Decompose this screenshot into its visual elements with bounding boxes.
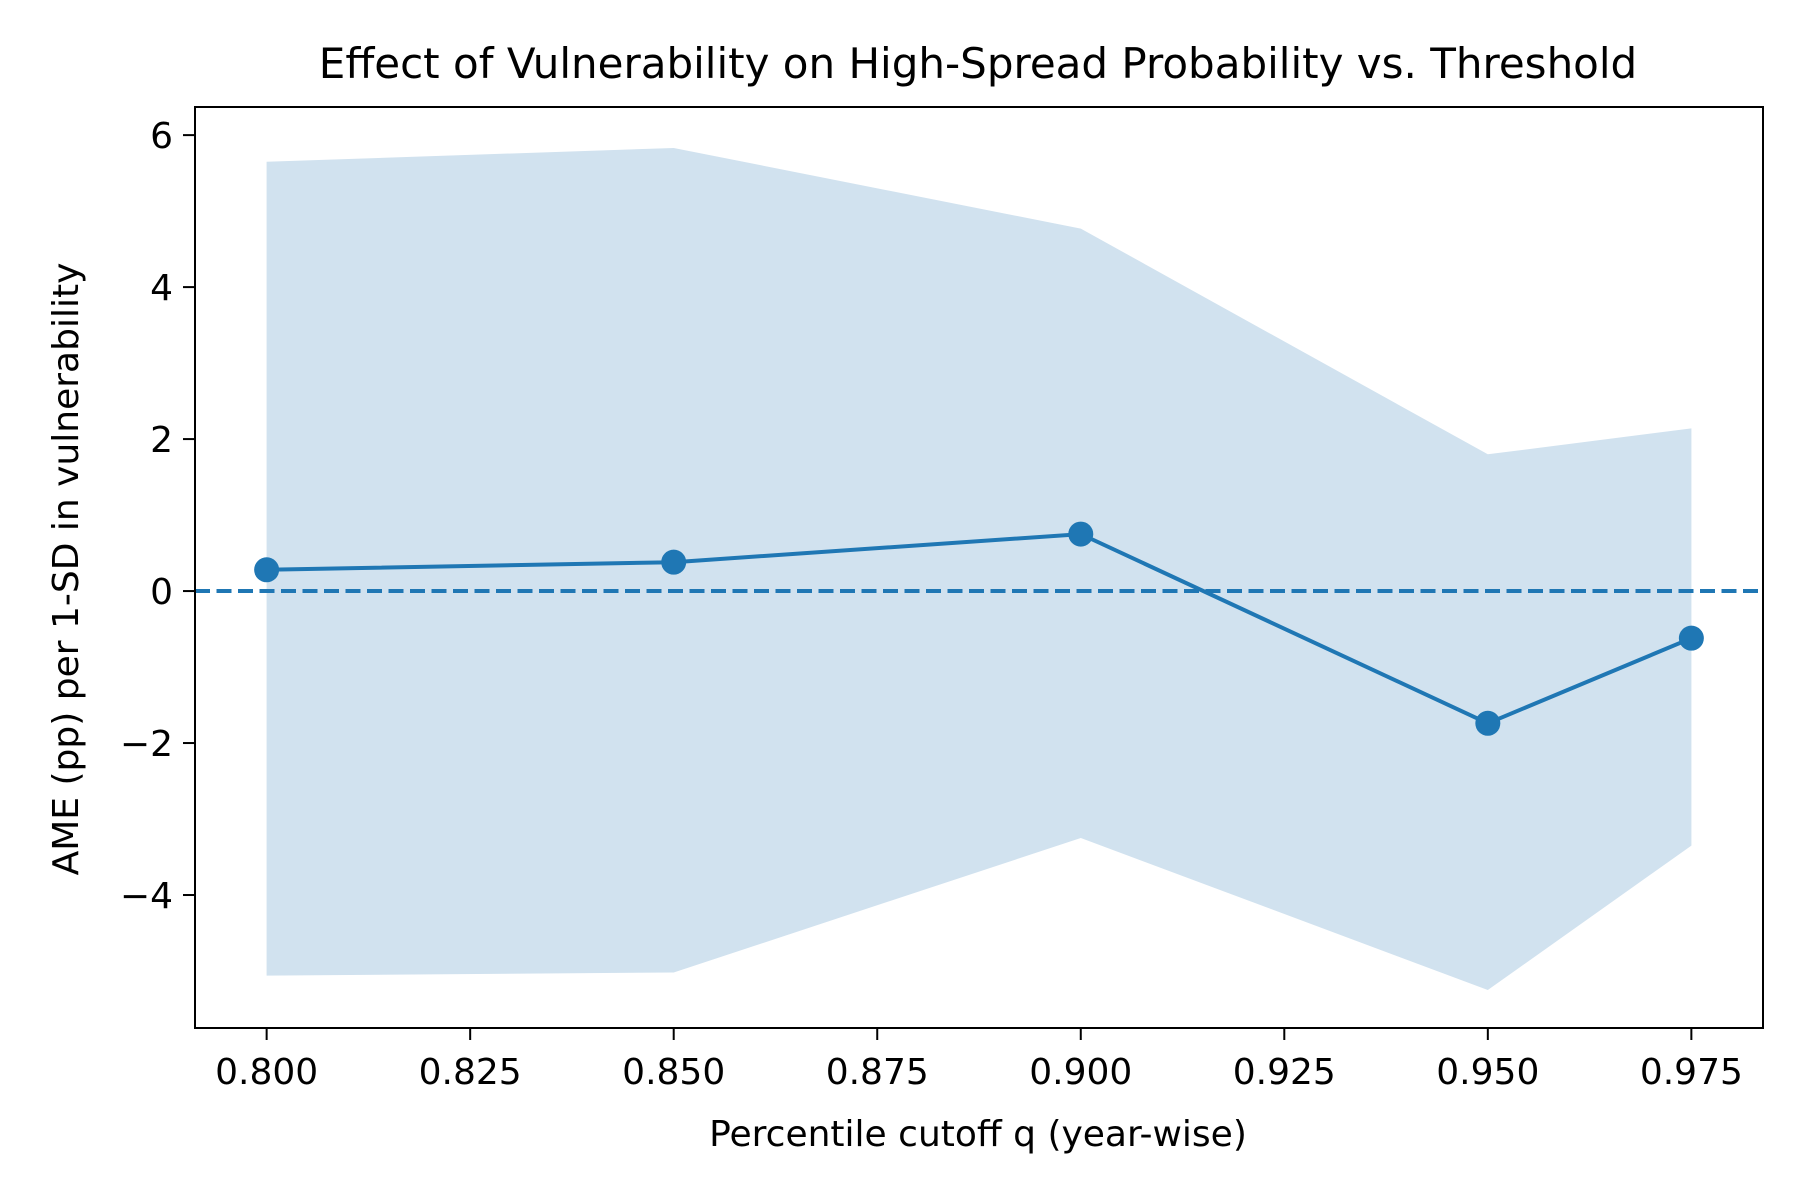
y-tick-label: 4 <box>150 268 173 309</box>
x-tick-label: 0.925 <box>1233 1052 1336 1093</box>
chart-title: Effect of Vulnerability on High-Spread P… <box>319 39 1637 88</box>
y-tick-label: 2 <box>150 420 173 461</box>
y-tick-label: −2 <box>120 724 173 765</box>
data-points <box>254 521 1704 736</box>
y-axis-label: AME (pp) per 1-SD in vulnerability <box>46 263 87 876</box>
x-tick-label: 0.800 <box>215 1052 318 1093</box>
x-tick-label: 0.825 <box>419 1052 522 1093</box>
data-point <box>254 557 280 583</box>
data-point <box>1475 710 1501 736</box>
x-tick-label: 0.900 <box>1029 1052 1132 1093</box>
plot-area <box>195 148 1763 990</box>
x-tick-label: 0.975 <box>1640 1052 1743 1093</box>
y-tick-label: 0 <box>150 572 173 613</box>
y-tick-label: 6 <box>150 116 173 157</box>
x-axis-label: Percentile cutoff q (year-wise) <box>709 1114 1247 1155</box>
x-axis-ticks: 0.800 0.825 0.850 0.875 0.900 0.925 0.950 0.975 <box>215 1028 1743 1093</box>
data-point <box>1678 625 1704 651</box>
axes-frame <box>194 106 1764 1029</box>
y-axis-ticks: −4 −2 0 2 4 6 <box>120 116 195 917</box>
y-tick-label: −4 <box>120 876 173 917</box>
x-tick-label: 0.875 <box>826 1052 929 1093</box>
data-point <box>661 549 687 575</box>
x-tick-label: 0.850 <box>622 1052 725 1093</box>
confidence-band <box>266 148 1692 990</box>
data-point <box>1068 521 1094 547</box>
x-tick-label: 0.950 <box>1436 1052 1539 1093</box>
